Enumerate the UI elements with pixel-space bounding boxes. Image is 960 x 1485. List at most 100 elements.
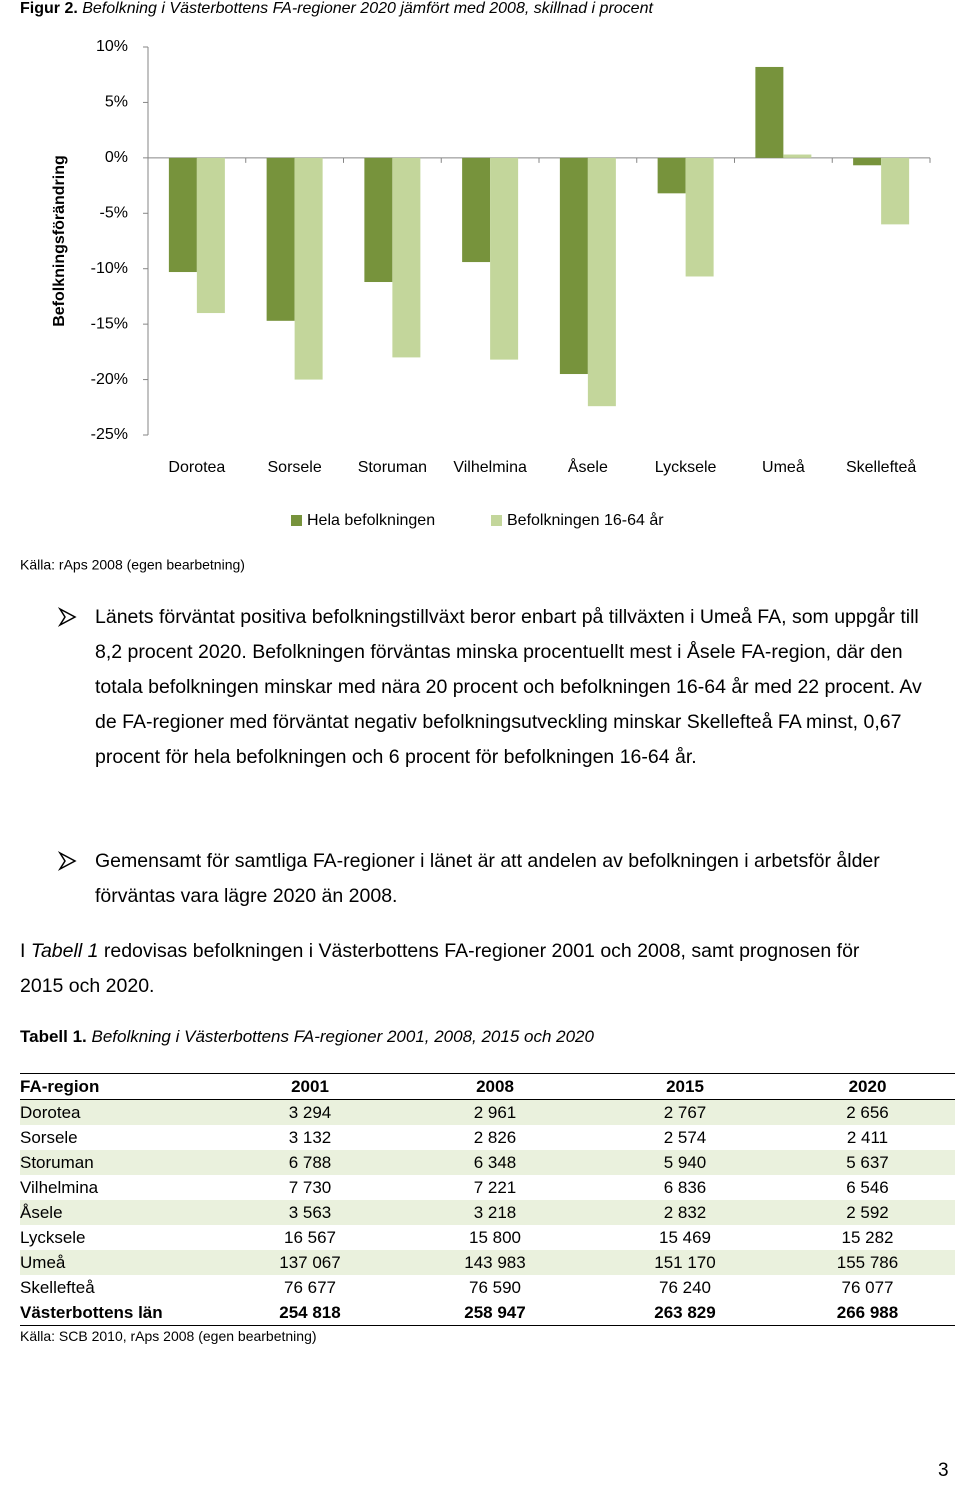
bar (294, 157, 323, 380)
x-tick-label: Dorotea (168, 459, 225, 476)
x-tick-label: Sorsele (268, 459, 322, 476)
table-cell: 2 832 (590, 1200, 780, 1225)
table-cell: 2 411 (846, 1128, 889, 1147)
table-cell: 7 221 (473, 1178, 517, 1197)
table-cell: 76 677 (284, 1278, 336, 1297)
table-cell: Västerbottens län (20, 1300, 220, 1326)
figure-title-text: Befolkning i Västerbottens FA-regioner 2… (82, 0, 653, 17)
table-cell: 258 947 (400, 1300, 590, 1326)
bullet-text: Länets förväntat positiva befolkningstil… (95, 606, 922, 768)
table-cell: 15 282 (841, 1228, 894, 1247)
bullet-text: Gemensamt för samtliga FA-regioner i län… (95, 850, 880, 907)
table-cell: 2008 (400, 1073, 590, 1100)
table-cell: 263 829 (590, 1300, 780, 1326)
x-tick-label: Åsele (568, 457, 608, 476)
bullet-arrow (58, 607, 77, 627)
y-tick-label: -10% (91, 260, 128, 277)
y-tick-label: -5% (100, 205, 128, 222)
table-cell: Skellefteå (20, 1278, 95, 1297)
table-cell: 76 077 (841, 1278, 894, 1297)
page-number: 3 (938, 1460, 949, 1481)
table-cell: Dorotea (20, 1099, 220, 1125)
table-caption: Tabell 1. Befolkning i Västerbottens FA-… (20, 1027, 594, 1047)
y-tick-label: 5% (105, 94, 128, 111)
table: FA-region 2001 2008 2015 2020 Dorotea 3 294 2 9… (20, 1073, 955, 1326)
x-tick-label: Umeå (762, 458, 805, 476)
table-cell: 2 767 (590, 1099, 780, 1125)
bar (657, 157, 686, 194)
legend-label: Befolkningen 16-64 år (507, 511, 664, 529)
bar (881, 157, 910, 225)
table-label: Tabell 1. (20, 1027, 87, 1046)
x-tick-label: Vilhelmina (453, 459, 527, 476)
table-cell: 16 567 (284, 1228, 336, 1247)
y-tick-label: 10% (96, 38, 128, 55)
table-cell: Umeå (20, 1250, 220, 1275)
table-cell: 2020 (780, 1073, 955, 1100)
bar (853, 157, 882, 166)
table-cell: 3 218 (400, 1200, 590, 1225)
table-cell: 6 348 (400, 1150, 590, 1175)
table-cell: 7 730 (288, 1178, 332, 1197)
chart-source: Källa: rAps 2008 (egen bearbetning) (20, 557, 245, 573)
table-row: FA-region 2001 2008 2015 2020 (20, 1073, 955, 1100)
table-cell: 2001 (220, 1073, 400, 1100)
table-cell: 266 988 (780, 1300, 955, 1326)
y-tick-label: -25% (91, 426, 128, 443)
bar (364, 157, 393, 283)
table-cell: 5 637 (780, 1150, 955, 1175)
table-cell: 3 563 (220, 1200, 400, 1225)
y-tick-label: -20% (91, 371, 128, 388)
table-cell: 76 240 (659, 1278, 711, 1297)
table-row: Sorsele 3 132 2 826 2 574 2 411 (20, 1125, 955, 1150)
y-tick-label: -15% (91, 315, 128, 332)
legend-swatch (291, 515, 302, 526)
table-cell: 137 067 (220, 1250, 400, 1275)
y-tick-label: 0% (105, 149, 128, 166)
table-cell: 254 818 (220, 1300, 400, 1326)
table-row: Umeå 137 067 143 983 151 170 155 786 (20, 1250, 955, 1275)
bar (490, 157, 519, 360)
table-cell: 2 961 (400, 1099, 590, 1125)
table-row: Vilhelmina 7 730 7 221 6 836 6 546 (20, 1175, 955, 1200)
table-cell: Åsele (20, 1200, 220, 1225)
y-axis-label: Befolkningsförändring (51, 155, 68, 327)
table-cell: 6 836 (663, 1178, 707, 1197)
table-cell: 155 786 (780, 1250, 955, 1275)
bar (755, 66, 784, 158)
table-cell: 76 590 (469, 1278, 521, 1297)
x-tick-label: Skellefteå (846, 458, 916, 476)
bullet-arrow (58, 851, 77, 871)
x-tick-label: Lycksele (655, 459, 717, 476)
table-cell: FA-region (20, 1073, 220, 1100)
table-row: Skellefteå 76 677 76 590 76 240 76 077 (20, 1275, 955, 1300)
table-cell: 2015 (590, 1073, 780, 1100)
bar (266, 157, 295, 321)
legend-label: Hela befolkningen (307, 512, 435, 529)
bar (587, 157, 616, 407)
table-row: Storuman 6 788 6 348 5 940 5 637 (20, 1150, 955, 1175)
bar (685, 157, 714, 277)
table-cell: 2 826 (473, 1128, 517, 1147)
table-cell: 3 294 (220, 1099, 400, 1125)
bar (392, 157, 421, 358)
chart: Befolkningsförändring Källa: rAps 2008 (… (20, 38, 931, 573)
table-cell: 151 170 (590, 1250, 780, 1275)
table-cell: 2 656 (780, 1099, 955, 1125)
bar (196, 157, 225, 314)
table-cell: Storuman (20, 1150, 220, 1175)
table-source: Källa: SCB 2010, rAps 2008 (egen bearbet… (20, 1328, 317, 1344)
table-cell: 2 592 (780, 1200, 955, 1225)
text: I (20, 940, 31, 962)
table-cell: 15 800 (469, 1228, 521, 1247)
table-row: Västerbottens län 254 818 258 947 263 829 26… (20, 1300, 955, 1326)
table-cell: Lycksele (20, 1228, 86, 1247)
table-cell: 3 132 (288, 1128, 332, 1147)
table-cell: 6 546 (846, 1178, 889, 1197)
table-caption-text: Befolkning i Västerbottens FA-regioner 2… (91, 1027, 594, 1046)
table-row: Åsele 3 563 3 218 2 832 2 592 (20, 1200, 955, 1225)
figure-label: Figur 2. (20, 0, 78, 17)
bar (462, 157, 491, 263)
legend-swatch (491, 515, 502, 526)
